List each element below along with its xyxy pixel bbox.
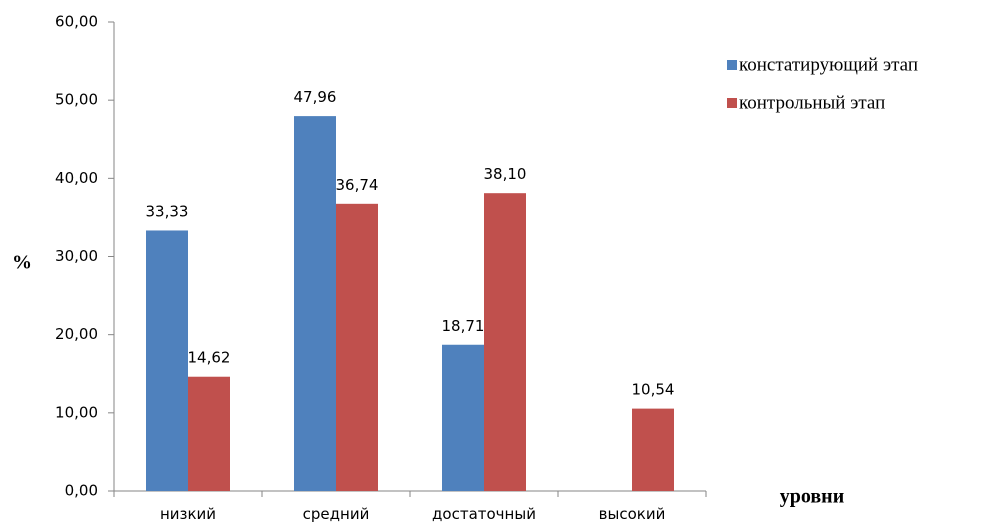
legend-label: контрольный этап	[739, 92, 885, 113]
y-tick-label: 30,00	[55, 247, 98, 265]
data-label: 18,71	[442, 317, 485, 335]
data-label: 36,74	[336, 176, 379, 194]
y-tick-label: 60,00	[55, 13, 98, 31]
y-tick-label: 0,00	[65, 482, 98, 500]
legend: констатирующий этап контрольный этап	[727, 54, 918, 113]
data-label: 33,33	[146, 202, 189, 220]
x-tick-label: средний	[303, 505, 370, 523]
bar-series2-2	[484, 193, 526, 491]
x-tick-label: достаточный	[432, 505, 536, 523]
data-label: 47,96	[294, 88, 337, 106]
legend-label: констатирующий этап	[739, 54, 918, 75]
x-axis: низкий средний достаточный высокий	[113, 490, 707, 523]
y-tick-label: 20,00	[55, 325, 98, 343]
bar-series2-0	[188, 376, 230, 491]
x-axis-title: уровни	[780, 486, 844, 508]
bar-series1-2	[442, 344, 484, 491]
y-axis: 0,00 10,00 20,00 30,00 40,00 50,00 60,00	[55, 13, 115, 500]
data-label: 10,54	[632, 381, 675, 399]
bar-series2-1	[336, 203, 378, 491]
legend-swatch	[727, 60, 737, 70]
x-tick-label: высокий	[599, 505, 666, 523]
y-tick-label: 50,00	[55, 91, 98, 109]
x-tick-label: низкий	[160, 505, 216, 523]
y-axis-title: %	[12, 252, 32, 274]
data-label: 38,10	[484, 165, 527, 183]
y-tick-label: 10,00	[55, 403, 98, 421]
legend-swatch	[727, 98, 737, 108]
y-tick-label: 40,00	[55, 169, 98, 187]
bar-series1-1	[294, 116, 336, 491]
data-label: 14,62	[188, 349, 231, 367]
data-labels: 33,33 47,96 18,71 14,62 36,74 38,10 10,54	[146, 88, 675, 398]
bar-series2-3	[632, 408, 674, 491]
bars	[146, 116, 674, 491]
bar-series1-0	[146, 230, 188, 491]
